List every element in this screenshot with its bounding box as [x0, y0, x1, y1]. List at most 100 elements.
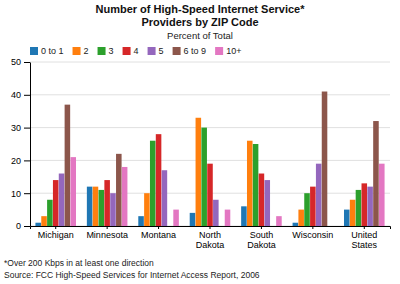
tick-label: 0 [16, 221, 21, 231]
legend-label: 3 [109, 46, 114, 56]
legend-item: 4 [123, 46, 139, 56]
bar-series [35, 187, 349, 226]
bar [150, 141, 156, 226]
tick-mark [55, 226, 56, 229]
bar [247, 141, 253, 226]
grid-line [30, 127, 390, 128]
bar [53, 180, 59, 226]
title: Number of High-Speed Internet Service*Pr… [95, 3, 305, 28]
bar [253, 144, 259, 226]
y-tick: 20 [11, 156, 30, 166]
bar [110, 193, 116, 226]
subtitle: Percent of Total [167, 30, 233, 41]
bar [219, 226, 225, 227]
bar [225, 210, 231, 226]
tick-label: NorthDakota [196, 230, 225, 250]
tick-label: Michigan [38, 230, 74, 240]
legend: 0 to 1 2 3 4 5 6 to 9 10+ [30, 46, 241, 56]
bar [173, 210, 179, 226]
tick-mark [261, 226, 262, 229]
legend-label: 4 [134, 46, 139, 56]
grid-line [30, 62, 390, 63]
legend-swatch [173, 47, 181, 55]
legend-label: 0 to 1 [41, 46, 64, 56]
bar [298, 210, 304, 226]
bar [367, 187, 373, 226]
x-tick: Minnesota [86, 226, 128, 240]
tick-mark [210, 226, 211, 229]
chart: Number of High-Speed Internet Service*Pr… [0, 0, 400, 284]
bar [87, 187, 93, 226]
bar-series [47, 128, 361, 226]
bar [59, 174, 65, 226]
tick-mark [158, 226, 159, 229]
bar [116, 154, 122, 226]
x-tick: Wisconsin [292, 226, 333, 240]
legend-swatch [98, 47, 106, 55]
tick-label: UnitedStates [351, 230, 377, 250]
legend-item: 3 [98, 46, 114, 56]
axis-domain [31, 227, 391, 230]
tick-label: 20 [11, 156, 21, 166]
bar [213, 200, 219, 226]
footnote: Source: FCC High-Speed Services for Inte… [4, 270, 260, 280]
legend-item: 5 [148, 46, 164, 56]
bars [35, 92, 384, 226]
y-tick: 30 [11, 123, 30, 133]
bar [344, 210, 350, 226]
legend-label: 10+ [226, 46, 241, 56]
bar [156, 134, 162, 226]
bar [379, 164, 385, 226]
legend-label: 6 to 9 [184, 46, 207, 56]
bar [316, 164, 322, 226]
grid-line [30, 94, 390, 95]
tick-label: Montana [141, 230, 176, 240]
bar [167, 226, 173, 227]
bar [104, 180, 110, 226]
bar [144, 193, 150, 226]
tick-mark [24, 95, 30, 96]
x-tick: NorthDakota [196, 226, 225, 250]
tick-label: SouthDakota [247, 230, 276, 250]
legend-swatch [73, 47, 81, 55]
tick-label: 50 [11, 57, 21, 67]
x-tick: UnitedStates [351, 226, 377, 250]
tick-label: 10 [11, 189, 21, 199]
legend-swatch [215, 47, 223, 55]
legend-item: 2 [73, 46, 89, 56]
x-tick: SouthDakota [247, 226, 276, 250]
tick-mark [364, 226, 365, 229]
bar [93, 187, 99, 226]
tick-mark [24, 193, 30, 194]
bar [138, 216, 144, 226]
legend-swatch [148, 47, 156, 55]
bar [47, 200, 53, 226]
tick-mark [24, 226, 30, 227]
x-tick: Michigan [38, 226, 74, 240]
legend-swatch [30, 47, 38, 55]
bar [201, 128, 207, 226]
bar [196, 118, 202, 226]
bar [310, 187, 316, 226]
tick-mark [24, 62, 30, 63]
legend-label: 5 [159, 46, 164, 56]
bar [207, 164, 213, 226]
tick-label: Wisconsin [292, 230, 333, 240]
grid [30, 62, 390, 226]
bar [293, 223, 299, 226]
bar [270, 226, 276, 227]
legend-item: 10+ [215, 46, 241, 56]
bar [373, 121, 379, 226]
bar [70, 157, 76, 226]
tick-label: 40 [11, 90, 21, 100]
legend-item: 0 to 1 [30, 46, 64, 56]
bar-series [53, 134, 367, 226]
plot: 0 10 20 30 40 50 Michigan Minnesota Montana North… [11, 57, 391, 250]
bar [328, 226, 334, 227]
tick-mark [107, 226, 108, 229]
legend-swatch [123, 47, 131, 55]
bar [322, 92, 328, 226]
bar [65, 105, 71, 226]
bar-series [65, 92, 379, 226]
bar [276, 216, 282, 226]
